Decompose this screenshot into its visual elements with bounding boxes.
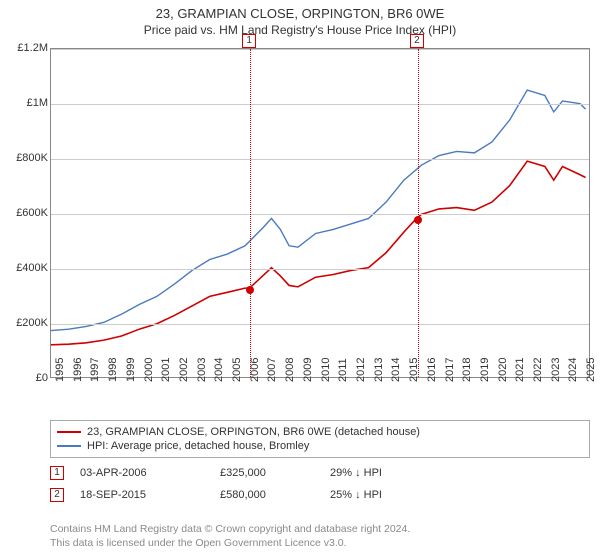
annotation-price: £325,000: [220, 467, 330, 479]
legend-item: 23, GRAMPIAN CLOSE, ORPINGTON, BR6 0WE (…: [57, 425, 583, 439]
marker-dot: [414, 216, 422, 224]
marker-label: 2: [410, 34, 424, 48]
x-tick-label: 2012: [355, 358, 367, 382]
annotation-table: 1 03-APR-2006£325,00029% ↓ HPI 2 18-SEP-201…: [50, 462, 590, 506]
x-tick-label: 1997: [89, 358, 101, 382]
footer-line-1: Contains HM Land Registry data © Crown c…: [50, 523, 590, 537]
x-tick-label: 2017: [444, 358, 456, 382]
x-tick-label: 2021: [514, 358, 526, 382]
x-tick-label: 2025: [585, 358, 597, 382]
annotation-marker: 1: [50, 466, 64, 480]
x-tick-label: 1996: [72, 358, 84, 382]
gridline: [51, 214, 589, 215]
legend-swatch: [57, 431, 81, 433]
chart-title: 23, GRAMPIAN CLOSE, ORPINGTON, BR6 0WE: [0, 0, 600, 21]
annotation-diff: 25% ↓ HPI: [330, 489, 430, 501]
x-tick-label: 2014: [390, 358, 402, 382]
y-tick-label: £400K: [16, 262, 48, 274]
annotation-diff: 29% ↓ HPI: [330, 467, 430, 479]
x-tick-label: 2015: [408, 358, 420, 382]
x-tick-label: 2008: [284, 358, 296, 382]
marker-dot: [246, 286, 254, 294]
x-tick-label: 2013: [373, 358, 385, 382]
x-tick-label: 2003: [196, 358, 208, 382]
annotation-date: 03-APR-2006: [80, 467, 220, 479]
legend-swatch: [57, 445, 81, 447]
x-tick-label: 2004: [213, 358, 225, 382]
gridline: [51, 49, 589, 50]
chart-container: 23, GRAMPIAN CLOSE, ORPINGTON, BR6 0WE P…: [0, 0, 600, 560]
annotation-price: £580,000: [220, 489, 330, 501]
x-tick-label: 2019: [479, 358, 491, 382]
x-tick-label: 2009: [302, 358, 314, 382]
x-tick-label: 2023: [550, 358, 562, 382]
footer: Contains HM Land Registry data © Crown c…: [50, 523, 590, 550]
x-tick-label: 2011: [337, 358, 349, 382]
x-tick-label: 2010: [320, 358, 332, 382]
x-tick-label: 2006: [249, 358, 261, 382]
y-tick-label: £0: [36, 372, 48, 384]
x-tick-label: 2002: [178, 358, 190, 382]
annotation-row: 2 18-SEP-2015£580,00025% ↓ HPI: [50, 484, 590, 506]
gridline: [51, 104, 589, 105]
legend-item: HPI: Average price, detached house, Brom…: [57, 439, 583, 453]
gridline: [51, 324, 589, 325]
x-tick-label: 2020: [497, 358, 509, 382]
x-tick-label: 1998: [107, 358, 119, 382]
series-line-hpi: [51, 90, 586, 331]
x-tick-label: 1995: [54, 358, 66, 382]
y-tick-label: £600K: [16, 207, 48, 219]
annotation-date: 18-SEP-2015: [80, 489, 220, 501]
x-tick-label: 2016: [426, 358, 438, 382]
marker-label: 1: [242, 34, 256, 48]
x-tick-label: 2001: [160, 358, 172, 382]
chart-plot-area: [50, 48, 590, 378]
marker-line: [250, 49, 251, 377]
y-tick-label: £800K: [16, 152, 48, 164]
annotation-marker: 2: [50, 488, 64, 502]
annotation-row: 1 03-APR-2006£325,00029% ↓ HPI: [50, 462, 590, 484]
x-tick-label: 1999: [125, 358, 137, 382]
chart-lines: [51, 49, 589, 377]
x-tick-label: 2018: [461, 358, 473, 382]
x-tick-label: 2007: [266, 358, 278, 382]
y-tick-label: £1M: [27, 97, 48, 109]
y-tick-label: £200K: [16, 317, 48, 329]
x-tick-label: 2022: [532, 358, 544, 382]
chart-subtitle: Price paid vs. HM Land Registry's House …: [0, 21, 600, 41]
x-tick-label: 2000: [143, 358, 155, 382]
y-tick-label: £1.2M: [17, 42, 48, 54]
legend-label: 23, GRAMPIAN CLOSE, ORPINGTON, BR6 0WE (…: [87, 426, 420, 438]
footer-line-2: This data is licensed under the Open Gov…: [50, 537, 590, 551]
marker-line: [418, 49, 419, 377]
legend: 23, GRAMPIAN CLOSE, ORPINGTON, BR6 0WE (…: [50, 420, 590, 458]
series-line-price_paid: [51, 161, 586, 345]
gridline: [51, 269, 589, 270]
x-tick-label: 2005: [231, 358, 243, 382]
x-tick-label: 2024: [567, 358, 579, 382]
legend-label: HPI: Average price, detached house, Brom…: [87, 440, 309, 452]
gridline: [51, 159, 589, 160]
